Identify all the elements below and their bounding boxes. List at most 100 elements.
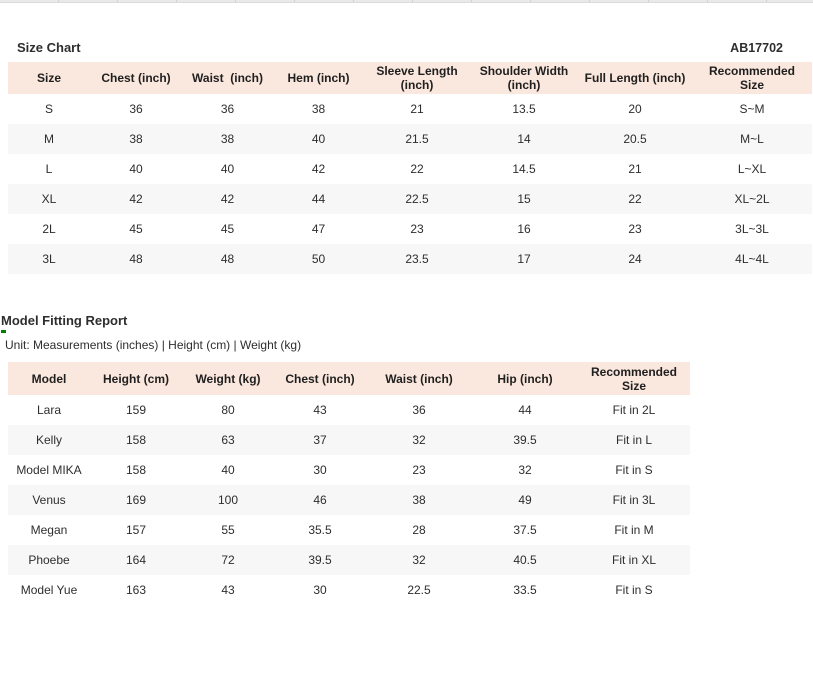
column-header: Hip (inch) [472,362,578,395]
table-cell: Phoebe [8,545,90,575]
table-cell: 36 [129,102,143,116]
table-cell: 38 [366,485,472,515]
column-header: Recommended Size [692,62,812,94]
table-row: 3L 48 48 50 23.5 17 24 4L~4L [8,244,812,274]
table-cell: 37 [274,425,366,455]
table-cell: 33.5 [513,583,537,597]
table-cell: 32 [518,463,532,477]
column-header: Full Length (inch) [578,62,692,94]
table-cell: 43 [221,583,235,597]
table-cell: 46 [274,485,366,515]
table-cell: 157 [125,523,147,537]
column-header: Chest (inch) [90,62,182,94]
table-cell: 43 [313,403,327,417]
table-cell: 23 [628,222,642,236]
table-cell: 32 [366,425,472,455]
table-cell: M [8,124,90,154]
unit-note: Unit: Measurements (inches) | Height (cm… [5,338,302,352]
table-cell: 164 [90,545,182,575]
table-cell: 158 [90,425,182,455]
table-cell: 28 [412,523,426,537]
table-cell: 20.5 [578,124,692,154]
table-cell: 47 [311,222,326,236]
column-header: Size [8,62,90,94]
table-cell: 49 [472,485,578,515]
size-chart-table: Size Chest (inch) Waist (inch) Hem (inch) Sl… [8,62,812,274]
table-row: Venus 169 100 46 38 49 Fit in 3L [8,485,690,515]
table-cell: Fit in S [615,463,653,477]
table-row: 2L 45 45 47 23 16 23 3L~3L [8,214,812,244]
model-fitting-report-title: Model Fitting Report [1,313,128,328]
column-header: Shoulder Width (inch) [470,62,578,94]
green-tick-mark [1,330,6,333]
table-cell: 63 [182,425,274,455]
table-cell: 16 [517,222,531,236]
table-cell: XL [8,184,90,214]
table-row: L 40 40 42 22 14.5 21 L~XL [8,154,812,184]
table-row: M 38 38 40 21.5 14 20.5 M~L [8,124,812,154]
table-cell: Fit in 2L [612,403,656,417]
table-cell: Fit in 3L [578,485,690,515]
table-cell: XL~2L [692,184,812,214]
table-cell: 38 [311,102,326,116]
column-header: Chest (inch) [274,362,366,395]
table-cell: 39.5 [274,545,366,575]
column-header: Weight (kg) [182,362,274,395]
column-header: Model [8,362,90,395]
size-chart-title: Size Chart [17,40,81,55]
table-cell: 21.5 [364,124,470,154]
table-cell: 23 [410,222,424,236]
table-cell: 21 [628,162,642,176]
table-cell: 45 [220,222,235,236]
table-cell: 2L [42,222,56,236]
table-cell: 40 [129,162,143,176]
table-cell: 38 [182,124,273,154]
size-chart-header-row: Size Chart AB17702 [0,40,813,55]
table-cell: 30 [313,463,327,477]
table-cell: 40 [273,124,364,154]
column-header: Sleeve Length (inch) [364,62,470,94]
table-row: Model Yue 163 43 30 22.5 33.5 Fit in S [8,575,690,605]
table-cell: 40.5 [472,545,578,575]
table-row: Lara 159 80 43 36 44 Fit in 2L [8,395,690,425]
table-cell: 42 [311,162,326,176]
model-fitting-header: Model Height (cm) Weight (kg) Chest (inch) W… [8,362,690,395]
table-row: Model MIKA 158 40 30 23 32 Fit in S [8,455,690,485]
table-cell: S~M [739,102,765,116]
table-cell: Model Yue [20,583,78,597]
cutoff-table-edge [0,0,813,3]
table-cell: 22 [410,162,424,176]
table-cell: 4L~4L [692,244,812,274]
table-cell: 55 [221,523,235,537]
table-cell: 20 [628,102,642,116]
table-cell: L [45,162,53,176]
model-fitting-table: Model Height (cm) Weight (kg) Chest (inch) W… [8,362,690,605]
table-cell: Model MIKA [16,463,82,477]
table-cell: 37.5 [513,523,537,537]
table-cell: 3L~3L [735,222,769,236]
table-cell: Megan [30,523,68,537]
table-cell: 22.5 [364,184,470,214]
table-cell: 36 [412,403,426,417]
table-cell: 38 [90,124,182,154]
table-cell: 42 [90,184,182,214]
table-cell: 14 [470,124,578,154]
column-header: Waist (inch) [182,62,273,94]
table-cell: 48 [182,244,273,274]
table-cell: Lara [36,403,62,417]
table-cell: 30 [313,583,327,597]
table-cell: 35.5 [308,523,332,537]
table-cell: M~L [692,124,812,154]
table-cell: 163 [125,583,147,597]
table-cell: Fit in M [614,523,654,537]
table-cell: 72 [182,545,274,575]
table-row: Megan 157 55 35.5 28 37.5 Fit in M [8,515,690,545]
table-cell: 36 [220,102,235,116]
table-cell: 80 [221,403,235,417]
table-cell: L~XL [737,162,767,176]
table-cell: 158 [125,463,147,477]
table-cell: 44 [273,184,364,214]
table-cell: 14.5 [512,162,536,176]
table-cell: 32 [366,545,472,575]
table-cell: 23.5 [364,244,470,274]
